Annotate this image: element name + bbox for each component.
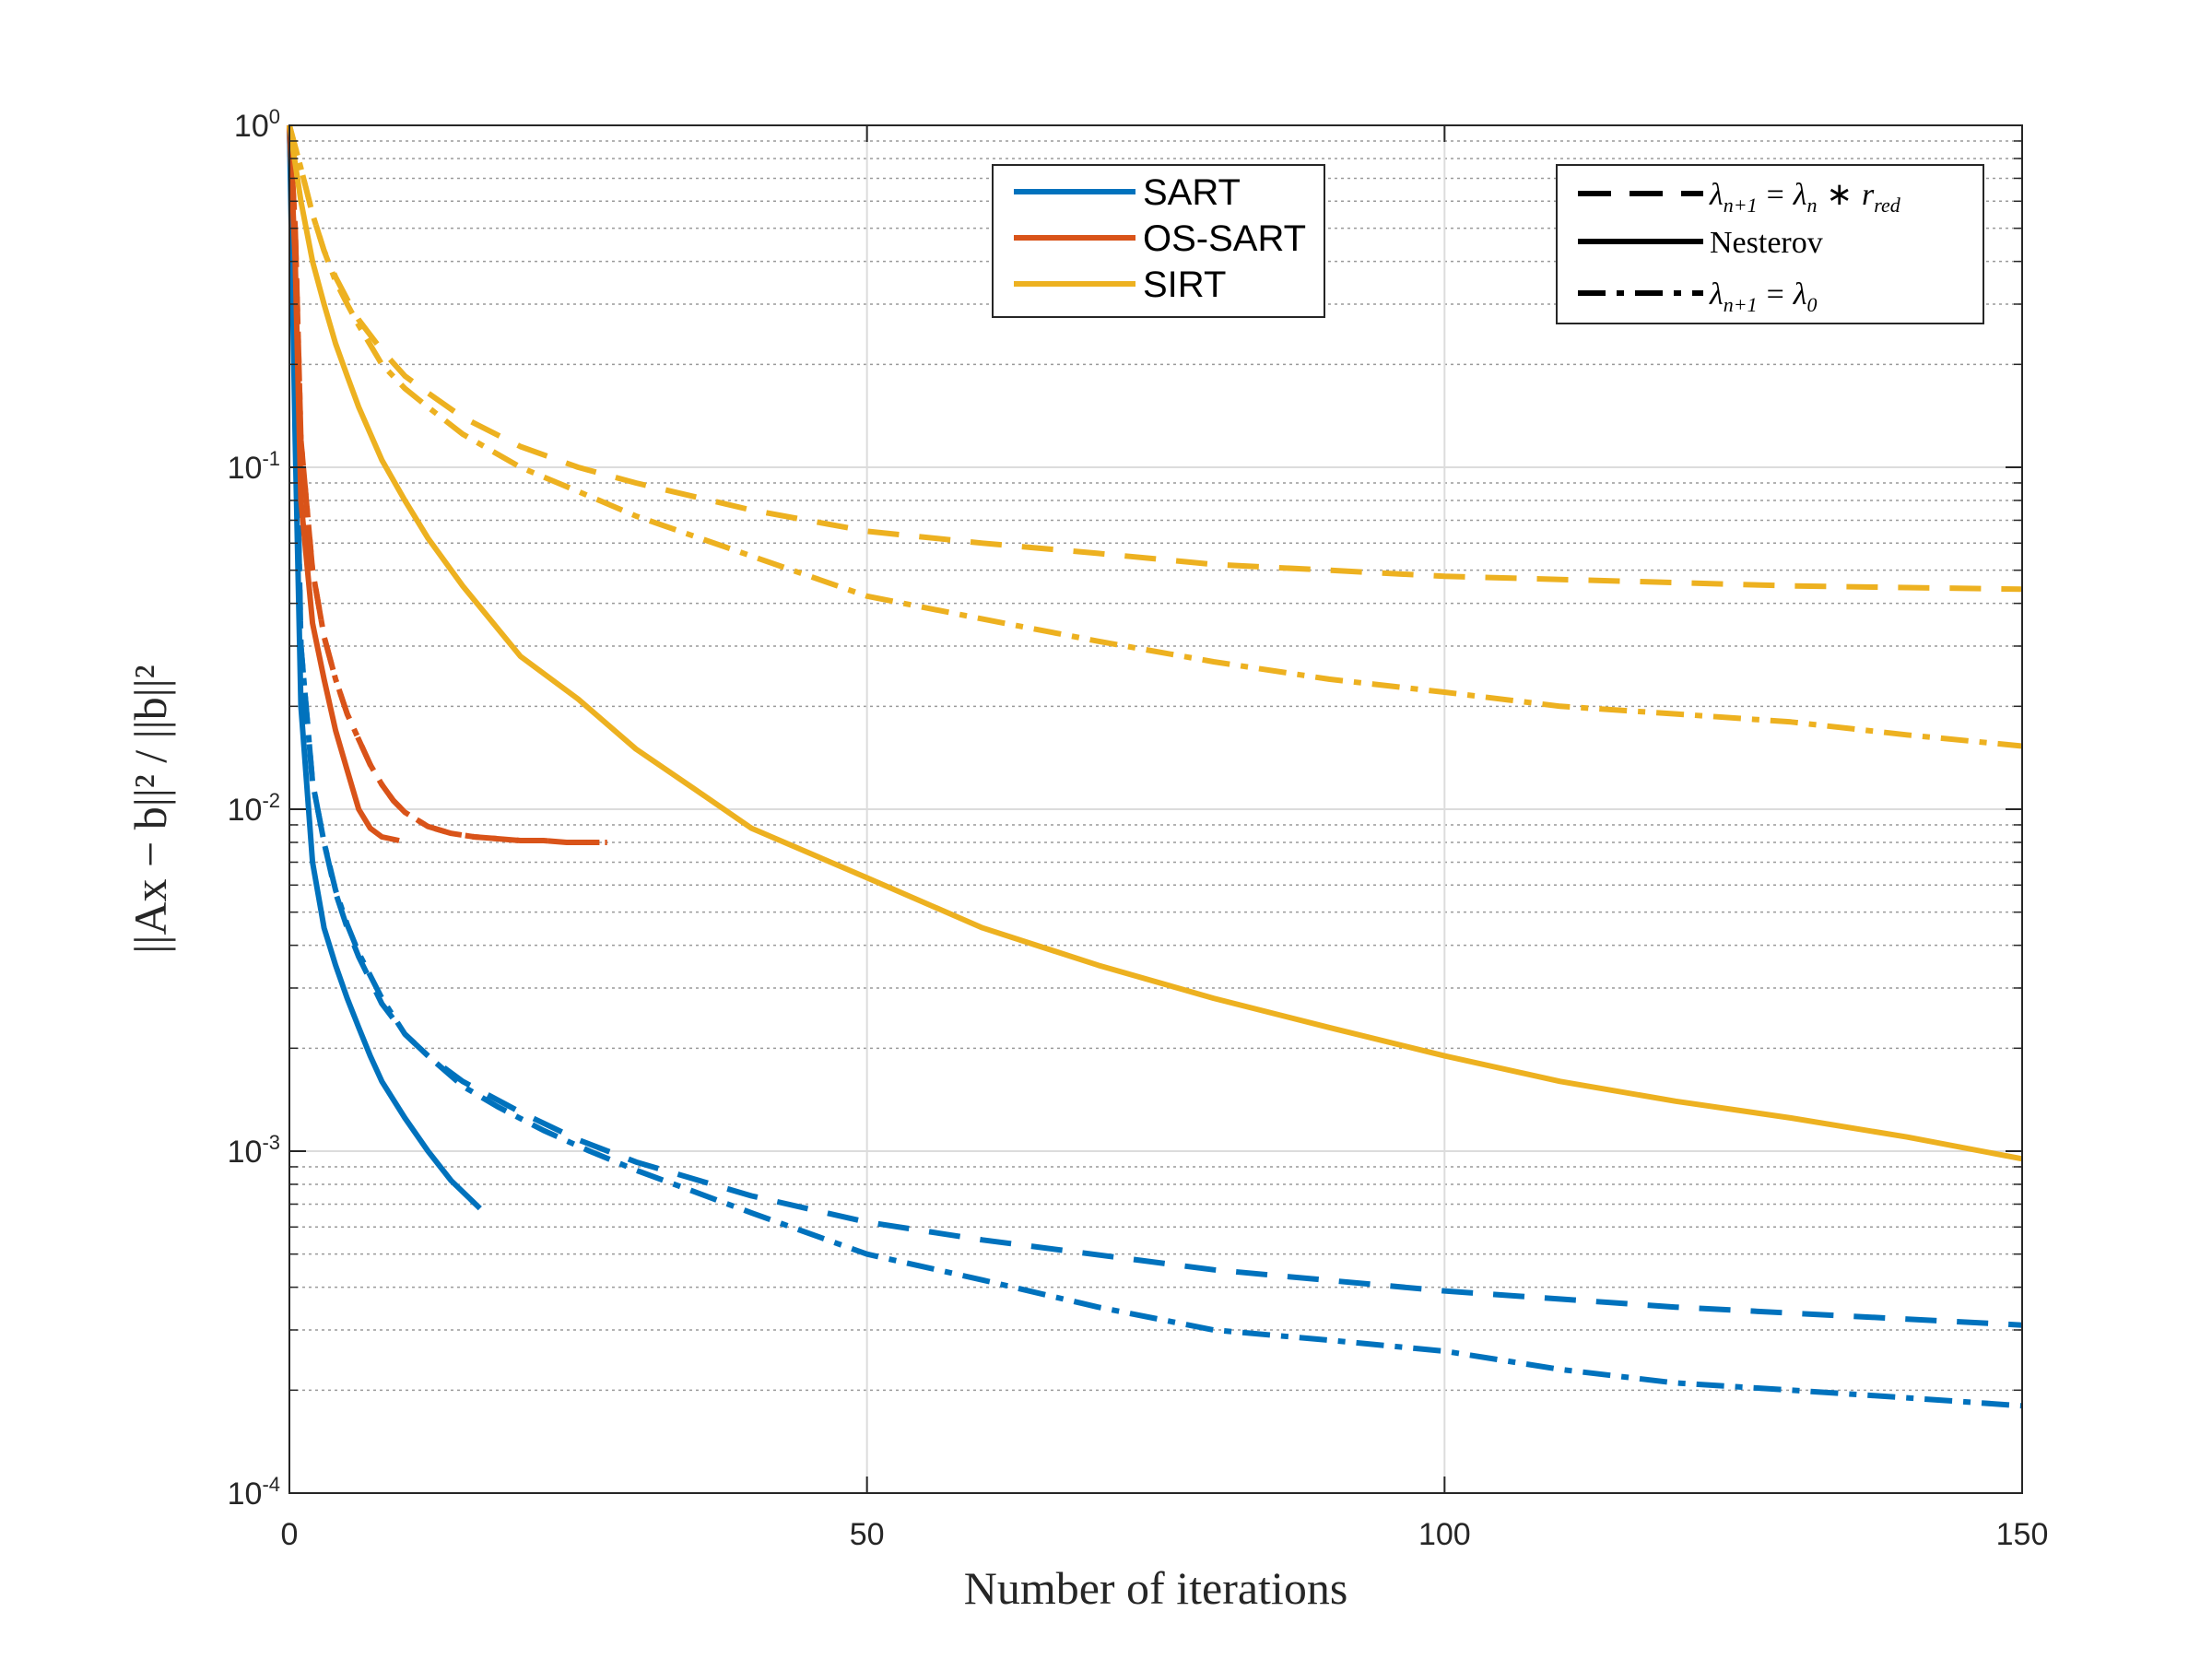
method-legend-label-sart: SART bbox=[1143, 172, 1241, 213]
x-axis-label: Number of iterations bbox=[964, 1562, 1348, 1614]
series-sart-solid bbox=[287, 124, 482, 1211]
style-legend-label-dashed: λn+1 = λn ∗ rred bbox=[1709, 178, 1901, 217]
x-tick-label: 0 bbox=[281, 1517, 299, 1552]
series-sirt-solid bbox=[287, 124, 2023, 1162]
y-tick-label: 100 bbox=[234, 105, 280, 144]
style-legend: λn+1 = λn ∗ rred Nesterov λn+1 = λ0 bbox=[1556, 164, 1984, 324]
series-sirt-dashed bbox=[287, 124, 2023, 593]
y-axis-label: ||Ax − b||² / ||b||² bbox=[124, 665, 176, 953]
series-layer bbox=[287, 124, 2023, 1409]
method-legend-label-sirt: SIRT bbox=[1143, 265, 1226, 305]
method-legend-label-os-sart: OS-SART bbox=[1143, 218, 1306, 259]
style-legend-label-dashdot: λn+1 = λ0 bbox=[1709, 277, 1818, 316]
y-tick-label: 10-1 bbox=[228, 447, 280, 486]
x-tick-label: 50 bbox=[850, 1517, 885, 1552]
style-legend-label-solid: Nesterov bbox=[1710, 226, 1823, 260]
series-sirt-dashdot bbox=[287, 124, 2023, 749]
axis-ticks bbox=[288, 124, 2023, 1494]
x-tick-label: 100 bbox=[1418, 1517, 1471, 1552]
method-legend: SART OS-SART SIRT bbox=[992, 164, 1325, 318]
y-tick-label: 10-4 bbox=[228, 1473, 280, 1512]
y-tick-label: 10-2 bbox=[228, 789, 280, 828]
tick-labels: 0 50 100 150 100 10-1 10-2 10-3 10-4 bbox=[228, 105, 2049, 1552]
series-sart-dashdot bbox=[287, 124, 2023, 1409]
series-os-sart-dashdot bbox=[287, 124, 607, 845]
x-tick-label: 150 bbox=[1996, 1517, 2049, 1552]
y-tick-label: 10-3 bbox=[228, 1131, 280, 1170]
